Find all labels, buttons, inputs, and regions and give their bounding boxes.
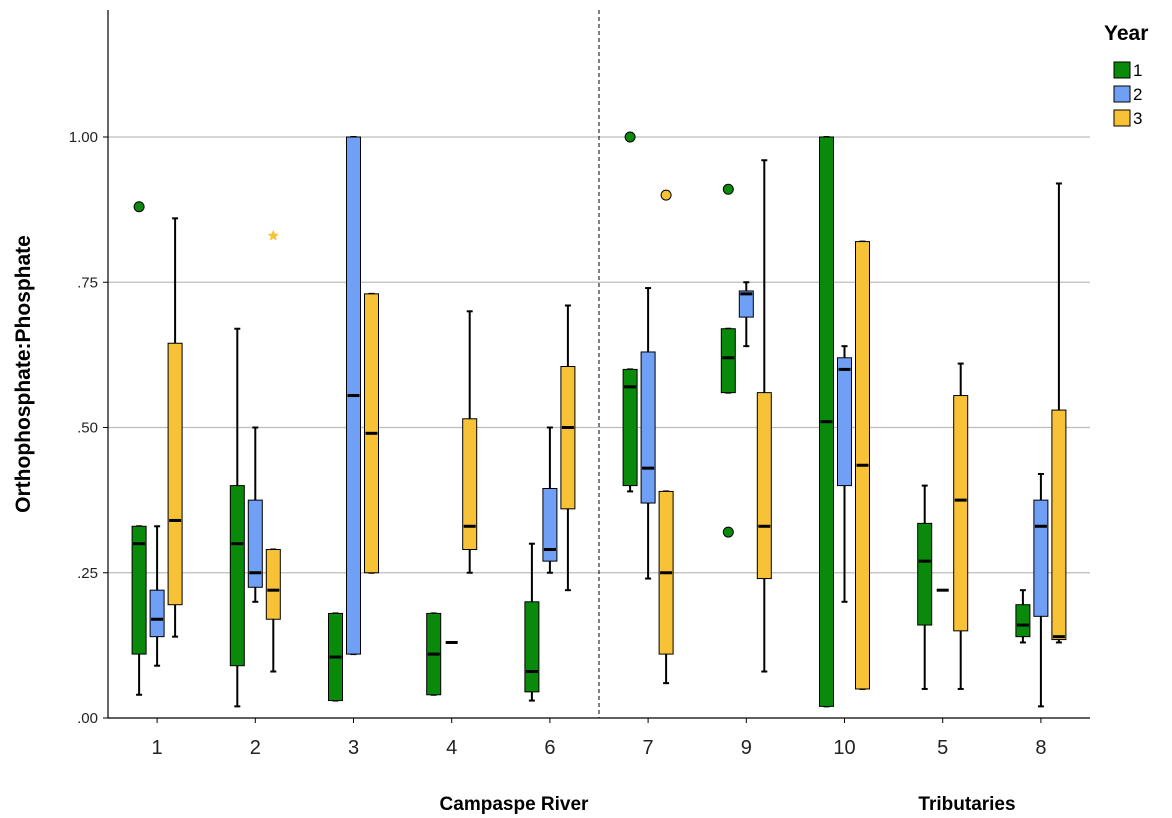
- y-tick-label: 1.00: [69, 129, 98, 146]
- y-tick-label: .00: [77, 710, 98, 727]
- box-iqr: [953, 395, 969, 632]
- box-series-3-cat-10: [855, 240, 870, 690]
- box-iqr: [542, 488, 558, 562]
- box-iqr: [640, 351, 656, 504]
- legend: Year 1 2 3: [1104, 22, 1148, 128]
- x-tick-label: 4: [446, 737, 457, 759]
- box-series-3-cat-3: [364, 292, 379, 574]
- box-series-1-cat-5: [917, 484, 933, 690]
- box-series-1-cat-4: [426, 612, 442, 696]
- outlier-point: [722, 183, 734, 195]
- outlier-point: [133, 201, 145, 213]
- box-series-2-cat-8: [1033, 472, 1049, 708]
- box-series-2-cat-10: [837, 345, 852, 603]
- outlier-point: [624, 131, 636, 143]
- box-series-3-cat-2: [265, 229, 281, 673]
- box-series-1-cat-7: [622, 131, 638, 493]
- labels: .00 .25 .50 .75 1.00 1 2 3 4 6 7 9 10 5 8 Campaspe Rive…: [12, 129, 1046, 815]
- box-series-2-cat-2: [247, 426, 263, 603]
- legend-label-3: 3: [1133, 109, 1142, 128]
- box-series-2-cat-9: [738, 281, 754, 348]
- box-series-3-cat-1: [167, 217, 183, 638]
- x-tick-label: 8: [1035, 737, 1046, 759]
- box-series-3-cat-4: [462, 310, 478, 574]
- y-tick-label: .50: [77, 420, 98, 437]
- box-iqr: [131, 525, 147, 655]
- x-tick-label: 10: [833, 737, 855, 759]
- x-tick-label: 6: [544, 737, 555, 759]
- box-iqr: [917, 522, 933, 626]
- box-iqr: [149, 589, 165, 638]
- boxes: [131, 131, 1067, 708]
- box-series-3-cat-5: [953, 362, 969, 690]
- box-series-1-cat-3: [328, 612, 343, 702]
- legend-swatch-2: [1113, 85, 1131, 103]
- box-iqr: [622, 368, 638, 487]
- box-iqr: [560, 365, 576, 510]
- box-iqr: [756, 392, 772, 580]
- box-iqr: [1033, 499, 1049, 617]
- box-series-1-cat-2: [229, 327, 245, 708]
- y-tick-label: .75: [77, 274, 98, 291]
- legend-swatch-3: [1113, 109, 1131, 127]
- box-iqr: [1015, 604, 1031, 638]
- group-label: Tributaries: [918, 794, 1015, 815]
- y-axis-title: Orthophosphate:Phosphate: [12, 235, 35, 513]
- legend-swatch-1: [1113, 61, 1131, 79]
- axes: [103, 10, 1090, 723]
- x-tick-label: 9: [741, 737, 752, 759]
- box-iqr: [524, 601, 540, 693]
- x-tick-label: 2: [250, 737, 261, 759]
- box-iqr: [1051, 409, 1067, 641]
- outlier-point: [660, 189, 672, 201]
- x-tick-label: 1: [152, 737, 163, 759]
- box-series-3-cat-8: [1051, 182, 1067, 644]
- outlier-point: [722, 526, 734, 538]
- box-series-3-cat-9: [756, 159, 772, 673]
- legend-label-2: 2: [1133, 85, 1142, 104]
- box-series-2-cat-7: [640, 287, 656, 580]
- box-iqr: [247, 499, 263, 588]
- y-tick-label: .25: [77, 565, 98, 582]
- box-series-3-cat-6: [560, 304, 576, 592]
- x-tick-label: 5: [937, 737, 948, 759]
- group-label: Campaspe River: [440, 794, 590, 815]
- box-iqr: [265, 549, 281, 620]
- box-series-3-cat-7: [658, 189, 674, 685]
- box-series-1-cat-6: [524, 542, 540, 702]
- box-iqr: [720, 328, 736, 394]
- box-iqr: [462, 418, 478, 551]
- box-series-2-cat-6: [542, 426, 558, 574]
- box-series-1-cat-9: [720, 183, 736, 538]
- legend-title: Year: [1104, 22, 1148, 45]
- box-iqr: [229, 485, 245, 667]
- box-series-1-cat-8: [1015, 589, 1031, 644]
- box-series-1-cat-1: [131, 201, 147, 696]
- box-iqr: [738, 290, 754, 318]
- box-series-2-cat-3: [346, 136, 361, 656]
- box-series-1-cat-10: [819, 136, 834, 708]
- box-iqr: [837, 357, 852, 487]
- x-tick-label: 7: [643, 737, 654, 759]
- box-series-2-cat-1: [149, 525, 165, 667]
- extreme-point: [267, 229, 280, 241]
- x-tick-label: 3: [348, 737, 359, 759]
- box-iqr: [167, 342, 183, 606]
- legend-label-1: 1: [1133, 61, 1142, 80]
